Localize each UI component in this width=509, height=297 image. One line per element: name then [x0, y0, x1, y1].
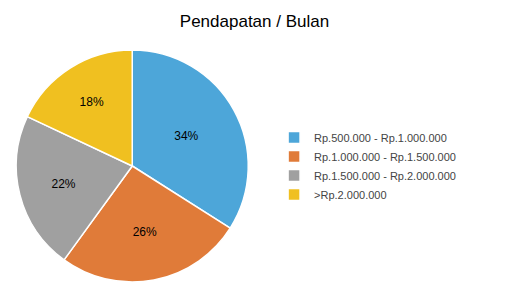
svg-text:Pendapatan / Bulan: Pendapatan / Bulan	[180, 12, 329, 31]
svg-text:22%: 22%	[51, 177, 75, 191]
svg-text:18%: 18%	[80, 95, 104, 109]
svg-text:Rp.1.500.000 - Rp.2.000.000: Rp.1.500.000 - Rp.2.000.000	[314, 170, 456, 182]
svg-text:>Rp.2.000.000: >Rp.2.000.000	[314, 189, 386, 201]
svg-text:34%: 34%	[174, 129, 198, 143]
svg-text:26%: 26%	[133, 225, 157, 239]
svg-text:Rp.500.000 - Rp.1.000.000: Rp.500.000 - Rp.1.000.000	[314, 132, 447, 144]
svg-text:Rp.1.000.000 - Rp.1.500.000: Rp.1.000.000 - Rp.1.500.000	[314, 151, 456, 163]
